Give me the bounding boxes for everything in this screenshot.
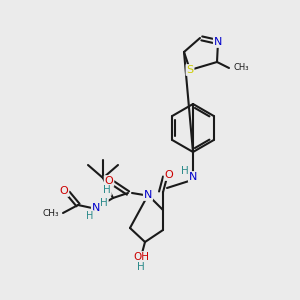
Text: CH₃: CH₃ [233,64,248,73]
Text: S: S [186,65,194,75]
Text: O: O [105,176,113,186]
Text: H: H [86,211,94,221]
Text: O: O [60,186,68,196]
Text: H: H [137,262,145,272]
Text: N: N [189,172,197,182]
Text: N: N [92,203,100,213]
Text: H: H [181,166,189,176]
Text: O: O [165,170,173,180]
Text: OH: OH [133,252,149,262]
Text: H: H [100,198,108,208]
Text: N: N [214,37,222,47]
Text: N: N [144,190,152,200]
Text: CH₃: CH₃ [42,208,59,217]
Text: H: H [103,185,111,195]
